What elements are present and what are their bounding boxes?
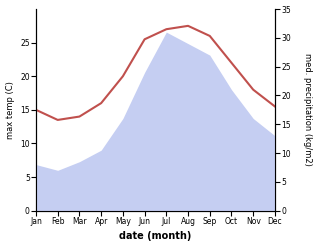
Y-axis label: med. precipitation (kg/m2): med. precipitation (kg/m2) [303, 53, 313, 166]
Y-axis label: max temp (C): max temp (C) [5, 81, 15, 139]
X-axis label: date (month): date (month) [119, 231, 192, 242]
